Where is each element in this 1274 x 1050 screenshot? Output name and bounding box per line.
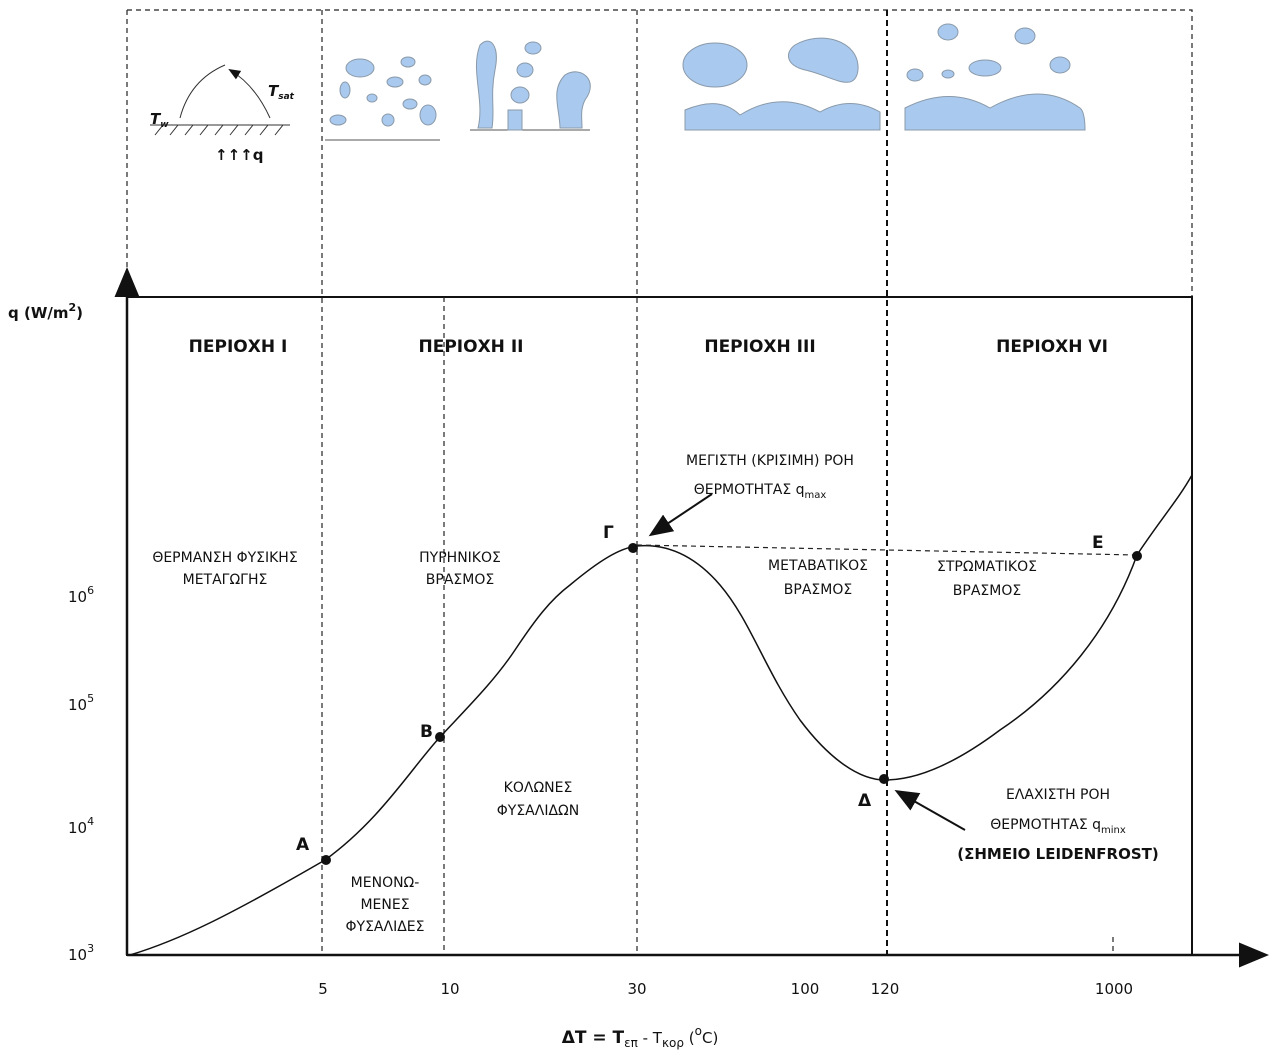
annotation: ΕΛΑΧΙΣΤΗ ΡΟΗ	[1006, 787, 1110, 803]
y-tick-label: 10	[68, 819, 87, 837]
annotation: ΦΥΣΑΛΙΔΩΝ	[497, 803, 579, 819]
annotation: ΒΡΑΣΜΟΣ	[953, 583, 1021, 599]
x-tick-label: 1000	[1095, 980, 1133, 998]
axis-label: επ	[624, 1036, 638, 1050]
svg-text:106: 106	[68, 584, 94, 606]
svg-text:104: 104	[68, 815, 94, 837]
illustrations: Tw Tsat ↑↑↑q	[150, 24, 1085, 164]
svg-text:ΘΕΡΜΟΤΗΤΑΣ qmax: ΘΕΡΜΟΤΗΤΑΣ qmax	[694, 482, 827, 501]
x-tick-label: 100	[791, 980, 820, 998]
axis-label: C)	[702, 1029, 718, 1047]
annotation: ΜΕΤΑΒΑΤΙΚΟΣ	[768, 558, 868, 574]
y-tick-label: 3	[87, 942, 94, 955]
annotation: ΒΡΑΣΜΟΣ	[426, 572, 494, 588]
region-title: ΠΕΡΙΟΧΗ VI	[996, 337, 1108, 357]
region-title: ΠΕΡΙΟΧΗ II	[419, 337, 524, 357]
point-label: Γ	[603, 523, 614, 543]
annotation: ΚΟΛΩΝΕΣ	[504, 780, 573, 796]
annotation: (ΣΗΜΕΙΟ LEIDENFROST)	[957, 845, 1158, 863]
point-label: E	[1092, 533, 1104, 553]
region-title: ΠΕΡΙΟΧΗ I	[189, 337, 288, 357]
annotation: ΘΕΡΜΟΤΗΤΑΣ q	[990, 817, 1101, 833]
svg-text:Tsat: Tsat	[268, 82, 295, 102]
annotation: ΜΕΤΑΓΩΓΗΣ	[183, 572, 268, 588]
x-tick-label: 10	[440, 980, 459, 998]
point-label: Δ	[858, 791, 872, 811]
svg-text:103: 103	[68, 942, 94, 964]
label: w	[160, 120, 169, 130]
point-label: B	[420, 722, 433, 742]
annotation: ΘΕΡΜΑΝΣΗ ΦΥΣΙΚΗΣ	[152, 550, 297, 566]
svg-text:105: 105	[68, 692, 94, 714]
y-tick-label: 5	[87, 692, 94, 705]
axis-label: )	[76, 304, 83, 322]
region-title: ΠΕΡΙΟΧΗ III	[704, 337, 815, 357]
label: sat	[278, 92, 294, 102]
x-tick-label: 30	[627, 980, 646, 998]
annotation: ΠΥΡΗΝΙΚΟΣ	[419, 550, 501, 566]
annotation: ΜΕΝΕΣ	[360, 897, 409, 913]
point-label: A	[296, 835, 310, 855]
y-tick-label: 4	[87, 815, 94, 828]
axis-label: q (W/m	[8, 304, 68, 322]
axis-label: - T	[638, 1029, 663, 1047]
annotation: ΜΕΓΙΣΤΗ (ΚΡΙΣΙΜΗ) ΡΟΗ	[686, 453, 854, 469]
svg-text:ΔT = Tεπ - Tκορ (oC): ΔT = Tεπ - Tκορ (oC)	[562, 1024, 719, 1050]
annotation: ΒΡΑΣΜΟΣ	[784, 582, 852, 598]
curve	[130, 475, 1192, 955]
y-tick-label: 10	[68, 588, 87, 606]
annotation: minx	[1101, 825, 1126, 836]
y-tick-label: 6	[87, 584, 94, 597]
annotation: ΦΥΣΑΛΙΔΕΣ	[346, 919, 425, 935]
annotation: max	[805, 490, 827, 501]
axis-label: 2	[68, 301, 76, 314]
svg-text:ΘΕΡΜΟΤΗΤΑΣ qminx: ΘΕΡΜΟΤΗΤΑΣ qminx	[990, 817, 1126, 836]
x-tick-label: 120	[871, 980, 900, 998]
y-tick-label: 10	[68, 946, 87, 964]
axis-label: (	[684, 1029, 695, 1047]
svg-text:Tw: Tw	[150, 110, 169, 130]
svg-text:q (W/m2): q (W/m2)	[8, 301, 83, 322]
annotation: ΜΕΝΟΝΩ-	[351, 875, 420, 891]
annotation: ΣΤΡΩΜΑΤΙΚΟΣ	[937, 559, 1037, 575]
x-tick-label: 5	[318, 980, 328, 998]
axis-label: o	[695, 1024, 702, 1038]
axis-label: κορ	[662, 1036, 684, 1050]
axis-label: ΔT = T	[562, 1028, 625, 1048]
y-tick-label: 10	[68, 696, 87, 714]
boiling-curve-diagram: Tw Tsat ↑↑↑q q (W/m2) ΔT = Tεπ - Tκορ (o…	[0, 0, 1274, 1050]
label: ↑↑↑q	[215, 146, 263, 164]
labels: q (W/m2) ΔT = Tεπ - Tκορ (oC) 5 10 30 10…	[8, 301, 1159, 1050]
